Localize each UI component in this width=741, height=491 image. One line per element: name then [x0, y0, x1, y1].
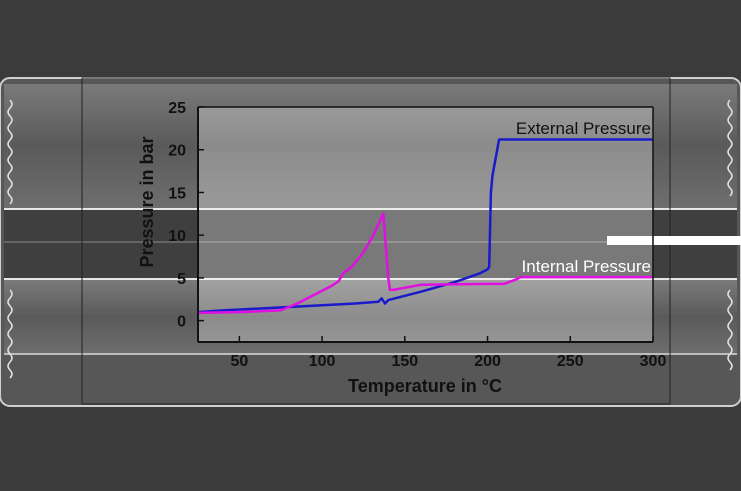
x-tick-label: 50 [230, 353, 248, 370]
ticks-layer: 50 100 150 200 250 300 0 5 10 15 20 25 [168, 100, 666, 370]
y-tick-label: 20 [168, 143, 186, 160]
scale-bar [607, 236, 741, 245]
y-tick-label: 10 [168, 228, 186, 245]
xray-tube-image [0, 77, 741, 407]
x-tick-label: 100 [309, 353, 336, 370]
legend-label-internal: Internal Pressure [522, 257, 651, 276]
plot-area [198, 107, 653, 342]
x-tick-label: 250 [557, 353, 584, 370]
pressure-chart: 50 100 150 200 250 300 0 5 10 15 20 25 Temperature … [137, 100, 666, 396]
x-tick-label: 300 [640, 353, 667, 370]
x-tick-label: 200 [474, 353, 501, 370]
x-axis-label: Temperature in °C [348, 376, 502, 396]
tube-upper-wall [4, 84, 737, 208]
right-spring-upper [727, 99, 733, 197]
series-line-internal-pressure [197, 212, 653, 315]
x-tick-label: 150 [391, 353, 418, 370]
right-spring-lower [727, 289, 733, 371]
legend-label-external: External Pressure [516, 119, 651, 138]
y-axis-label: Pressure in bar [137, 136, 157, 267]
y-tick-label: 15 [168, 185, 186, 202]
y-tick-label: 25 [168, 100, 186, 117]
left-spring-upper [7, 99, 13, 205]
y-tick-label: 0 [177, 314, 186, 331]
series-layer [197, 138, 653, 315]
y-tick-label: 5 [177, 271, 186, 288]
left-spring-lower [7, 289, 13, 379]
